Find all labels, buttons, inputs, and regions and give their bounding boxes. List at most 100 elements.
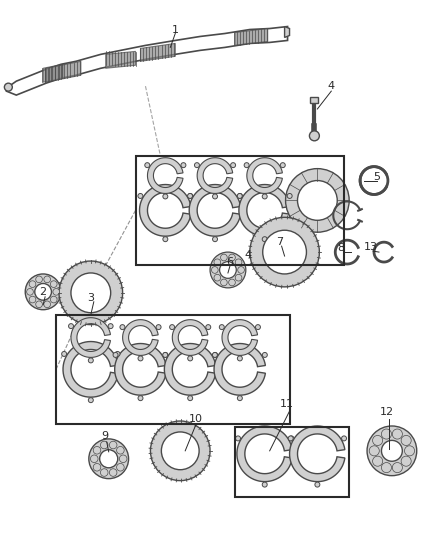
Circle shape [286,168,349,232]
Polygon shape [140,184,191,236]
Polygon shape [214,343,265,395]
Circle shape [59,261,123,325]
Circle shape [367,426,417,475]
Circle shape [188,356,193,361]
Polygon shape [46,61,81,82]
Circle shape [289,436,294,441]
Circle shape [163,237,168,241]
Circle shape [221,254,227,261]
Polygon shape [71,318,110,358]
Circle shape [110,441,117,449]
Text: 5: 5 [374,172,381,182]
Circle shape [237,193,242,198]
Text: 13: 13 [364,242,378,252]
Circle shape [113,352,118,358]
Text: 1: 1 [172,25,179,35]
Circle shape [229,254,235,261]
Text: 2: 2 [39,287,47,297]
Circle shape [237,193,243,198]
Text: 4: 4 [328,81,335,91]
Circle shape [373,435,383,446]
Circle shape [44,276,50,282]
Bar [56,314,290,424]
Circle shape [219,262,236,278]
Circle shape [373,456,383,466]
Circle shape [163,352,168,358]
Circle shape [188,395,193,401]
Circle shape [221,279,227,286]
Circle shape [100,441,108,449]
Polygon shape [141,43,175,61]
Circle shape [181,163,186,168]
Polygon shape [123,320,158,356]
Circle shape [145,163,150,168]
Polygon shape [115,343,166,395]
Circle shape [120,455,127,463]
Circle shape [110,469,117,477]
Circle shape [212,194,218,199]
Circle shape [88,398,93,402]
Circle shape [229,279,235,286]
Circle shape [53,288,60,295]
Circle shape [392,429,403,439]
Circle shape [91,455,98,463]
Circle shape [93,447,101,454]
Polygon shape [197,158,233,193]
Text: 12: 12 [380,407,394,417]
Circle shape [71,273,111,313]
Circle shape [108,324,113,329]
Circle shape [117,464,124,471]
Circle shape [62,351,67,357]
Circle shape [244,163,249,168]
Circle shape [210,252,246,288]
Circle shape [170,325,175,329]
Circle shape [163,194,168,199]
Polygon shape [43,64,63,82]
Circle shape [100,469,108,477]
Bar [235,427,349,497]
Circle shape [4,83,12,91]
Polygon shape [7,27,288,95]
Circle shape [404,446,415,456]
Circle shape [163,352,168,358]
Circle shape [214,274,221,281]
Text: 3: 3 [87,293,94,303]
Circle shape [50,296,57,303]
Circle shape [212,266,218,273]
Bar [311,97,318,103]
Circle shape [27,288,33,295]
Circle shape [280,163,285,168]
Circle shape [236,436,240,441]
Polygon shape [239,184,290,236]
Circle shape [213,352,218,358]
Polygon shape [148,158,183,193]
Circle shape [93,464,101,471]
Circle shape [235,274,242,281]
Circle shape [238,266,244,273]
Bar [135,156,344,265]
Circle shape [212,237,218,241]
Circle shape [25,274,61,310]
Circle shape [381,429,392,439]
Circle shape [89,439,129,479]
Circle shape [262,352,267,358]
Polygon shape [285,27,290,37]
Circle shape [214,259,221,265]
Polygon shape [189,184,240,236]
Circle shape [250,217,319,287]
Circle shape [309,131,319,141]
Polygon shape [290,426,345,482]
Circle shape [401,435,411,446]
Circle shape [235,259,242,265]
Circle shape [68,324,74,329]
Circle shape [342,436,346,441]
Circle shape [369,446,379,456]
Circle shape [36,301,42,308]
Text: 9: 9 [101,431,108,441]
Circle shape [50,281,57,287]
Text: 8: 8 [338,243,345,253]
Circle shape [138,395,143,401]
Circle shape [161,432,199,470]
Circle shape [150,421,210,481]
Circle shape [297,181,337,220]
